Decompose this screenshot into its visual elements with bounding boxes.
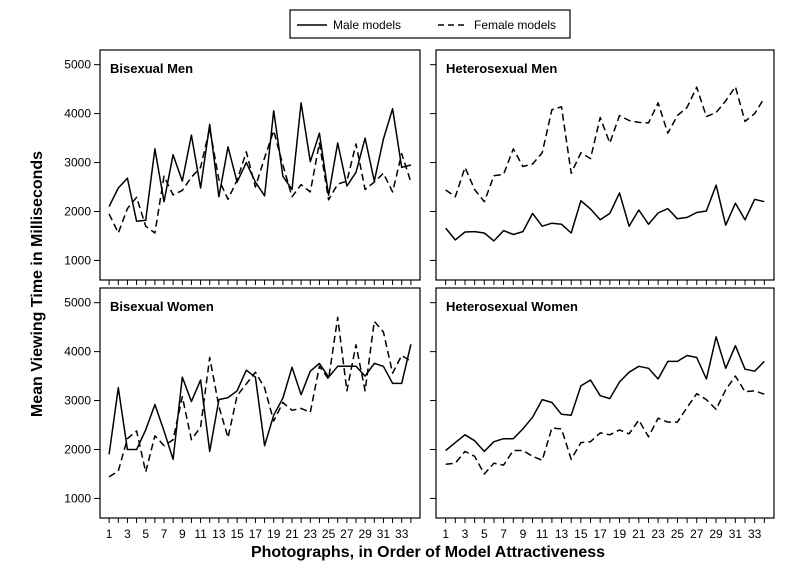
x-tick-label: 1 — [442, 527, 449, 541]
x-tick-label: 29 — [358, 527, 372, 541]
x-tick-label: 31 — [729, 527, 743, 541]
panel-title: Heterosexual Men — [446, 61, 557, 76]
y-tick-label: 5000 — [64, 58, 91, 72]
panel-title: Bisexual Men — [110, 61, 193, 76]
x-tick-label: 11 — [194, 527, 207, 541]
y-tick-label: 4000 — [64, 107, 91, 121]
panel-title: Bisexual Women — [110, 299, 214, 314]
x-tick-label: 27 — [340, 527, 354, 541]
panel-title: Heterosexual Women — [446, 299, 578, 314]
chart-panels: 1000 2000 3000 4000 5000 Bisexual Men Heterose… — [64, 49, 775, 541]
legend-female-label: Female models — [474, 18, 556, 32]
x-axis-title: Photographs, in Order of Model Attractiv… — [251, 544, 605, 561]
x-tick-label: 15 — [574, 527, 588, 541]
y-tick-label: 1000 — [64, 253, 91, 267]
x-tick-label: 33 — [748, 527, 762, 541]
x-tick-label: 19 — [613, 527, 627, 541]
x-tick-label: 3 — [124, 527, 131, 541]
x-tick-label: 3 — [462, 527, 469, 541]
x-tick-label: 21 — [632, 527, 646, 541]
legend: Male models Female models — [289, 9, 571, 39]
x-tick-label: 1 — [106, 527, 113, 541]
x-tick-label: 19 — [267, 527, 281, 541]
y-tick-label: 2000 — [64, 442, 91, 456]
x-tick-label: 29 — [709, 527, 723, 541]
x-tick-label: 13 — [555, 527, 569, 541]
x-tick-label: 33 — [395, 527, 409, 541]
y-tick-label: 1000 — [64, 491, 91, 505]
x-tick-label: 23 — [304, 527, 318, 541]
x-tick-label: 15 — [230, 527, 244, 541]
x-tick-label: 5 — [481, 527, 488, 541]
legend-male-label: Male models — [333, 18, 401, 32]
y-tick-label: 2000 — [64, 204, 91, 218]
series-female-line — [108, 316, 412, 478]
x-tick-label: 31 — [377, 527, 391, 541]
x-tick-label: 9 — [179, 527, 186, 541]
legend-box — [289, 9, 571, 39]
x-tick-label: 7 — [161, 527, 168, 541]
series-male-line — [108, 344, 412, 461]
x-tick-label: 7 — [500, 527, 507, 541]
x-tick-label: 5 — [142, 527, 149, 541]
y-axis-title: Mean Viewing Time in Milliseconds — [29, 151, 46, 417]
series-female-line — [445, 85, 765, 203]
series-female-line — [108, 127, 412, 234]
x-tick-label: 21 — [285, 527, 299, 541]
y-tick-label: 4000 — [64, 345, 91, 359]
x-tick-label: 13 — [212, 527, 226, 541]
series-male-line — [445, 336, 765, 453]
y-tick-label: 3000 — [64, 394, 91, 408]
panel-frame — [435, 287, 775, 519]
x-tick-label: 25 — [671, 527, 685, 541]
series-male-line — [108, 102, 412, 223]
x-tick-label: 11 — [536, 527, 549, 541]
series-female-line — [445, 375, 765, 475]
panel-frame — [435, 49, 775, 281]
x-tick-label: 27 — [690, 527, 704, 541]
y-tick-label: 5000 — [64, 296, 91, 310]
panel-heterosexual-women: 1 3 5 7 9 11 13 15 17 19 21 23 25 27 29 31 33Heterosexua… — [430, 287, 775, 541]
panel-bisexual-men: 1000 2000 3000 4000 5000 Bisexual Men — [64, 49, 421, 285]
x-tick-label: 9 — [520, 527, 527, 541]
y-tick-label: 3000 — [64, 156, 91, 170]
x-tick-label: 17 — [593, 527, 607, 541]
x-tick-label: 25 — [322, 527, 336, 541]
panel-heterosexual-men: Heterosexual Men — [430, 49, 775, 285]
x-tick-label: 23 — [651, 527, 665, 541]
panel-frame — [99, 287, 421, 519]
panel-frame — [99, 49, 421, 281]
series-male-line — [445, 184, 765, 242]
x-tick-label: 17 — [249, 527, 263, 541]
